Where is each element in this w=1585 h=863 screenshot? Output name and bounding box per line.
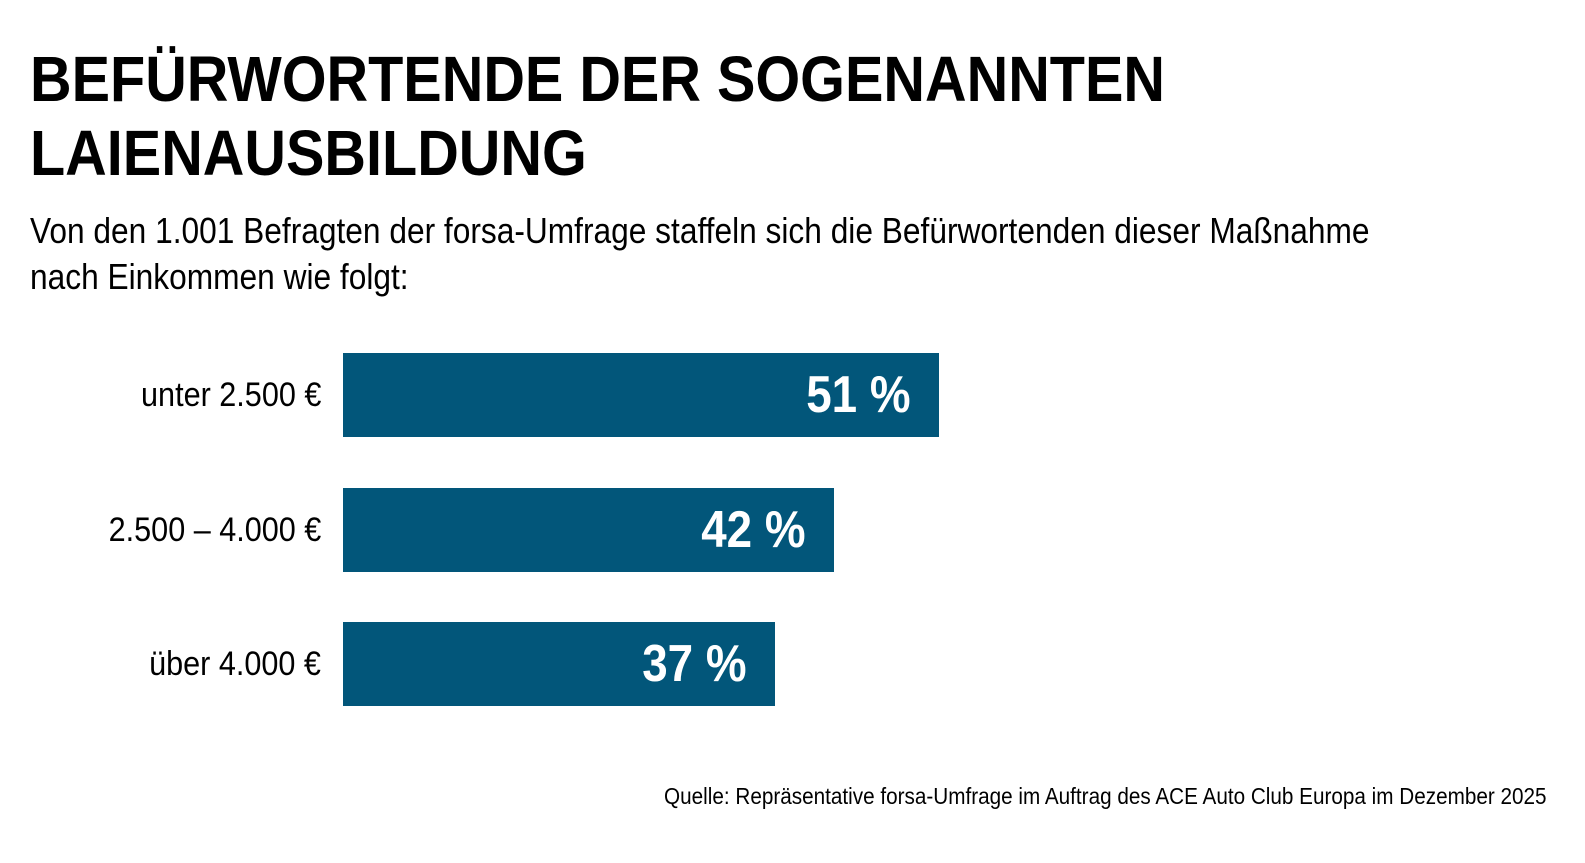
category-label: 2.500 – 4.000 € [108, 511, 321, 549]
bar: 37 % [343, 622, 775, 706]
category-label: über 4.000 € [149, 645, 321, 683]
category-label: unter 2.500 € [140, 376, 321, 414]
chart-title-line-1: BEFÜRWORTENDE DER SOGENANNTEN [30, 43, 1165, 115]
chart-title: BEFÜRWORTENDE DER SOGENANNTEN LAIENAUSBI… [30, 42, 1165, 190]
bar-value-label: 51 % [806, 366, 911, 424]
bar: 51 % [343, 353, 939, 437]
bar: 42 % [343, 488, 834, 572]
chart-subtitle: Von den 1.001 Befragten der forsa-Umfrag… [30, 210, 1370, 297]
bar-value-label: 37 % [642, 635, 747, 693]
bar-value-label: 42 % [701, 501, 806, 559]
chart-title-line-2: LAIENAUSBILDUNG [30, 117, 587, 189]
source-note: Quelle: Repräsentative forsa-Umfrage im … [664, 783, 1547, 809]
